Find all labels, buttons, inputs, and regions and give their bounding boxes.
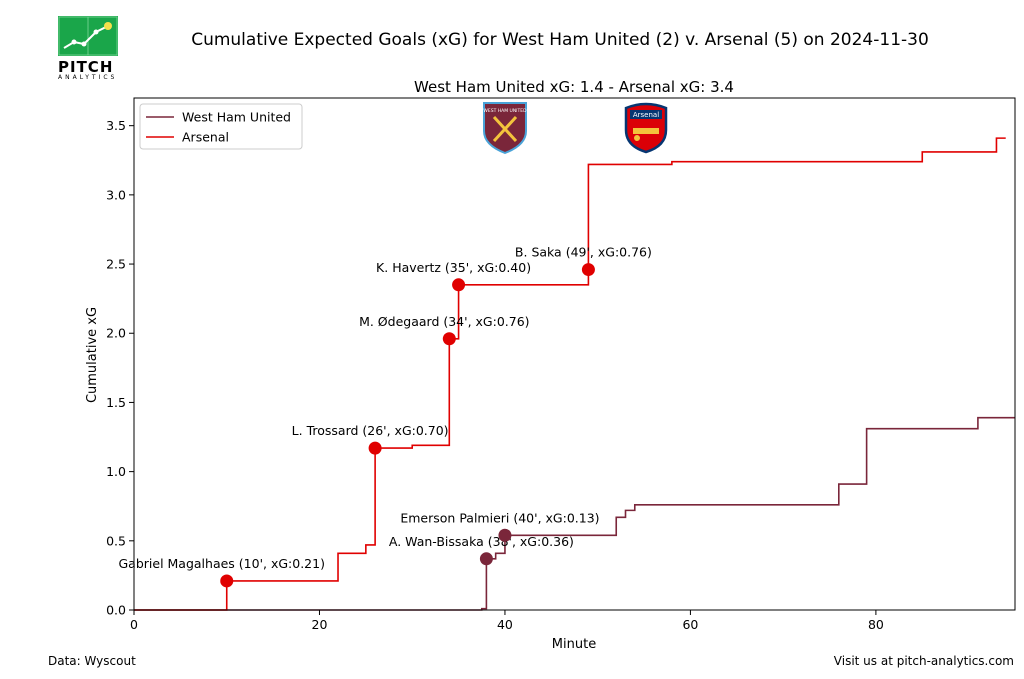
goal-label-1-1: L. Trossard (26', xG:0.70): [292, 423, 449, 438]
arsenal-badge-icon: Arsenal: [624, 102, 668, 154]
y-tick-label-5: 2.5: [106, 257, 126, 272]
goal-label-1-4: B. Saka (49', xG:0.76): [515, 245, 652, 260]
goal-marker-1-0: [220, 574, 234, 588]
logo-word: PITCH: [58, 58, 114, 76]
y-tick-label-2: 1.0: [106, 464, 126, 479]
goal-marker-0-1: [498, 528, 512, 542]
x-axis-label: Minute: [552, 637, 596, 652]
series-line-0: [134, 416, 1015, 611]
goal-marker-1-3: [452, 278, 466, 292]
chart-subtitle: West Ham United xG: 1.4 - Arsenal xG: 3.…: [414, 78, 734, 96]
y-tick-label-3: 1.5: [106, 395, 126, 410]
website-link[interactable]: Visit us at pitch-analytics.com: [833, 654, 1014, 668]
goal-label-1-0: Gabriel Magalhaes (10', xG:0.21): [118, 556, 324, 571]
legend-label-0: West Ham United: [182, 110, 291, 125]
goal-marker-0-0: [479, 552, 493, 566]
x-tick-label-2: 40: [497, 617, 513, 632]
goal-label-0-0: A. Wan-Bissaka (38', xG:0.36): [389, 534, 574, 549]
y-tick-label-6: 3.0: [106, 187, 126, 202]
x-tick-label-0: 0: [130, 617, 138, 632]
pitch-analytics-logo: PITCH ANALYTICS: [58, 16, 120, 81]
pitch-logo-icon: [58, 16, 118, 56]
goal-label-1-3: K. Havertz (35', xG:0.40): [376, 260, 531, 275]
data-source: Data: Wyscout: [48, 654, 136, 668]
goal-label-0-1: Emerson Palmieri (40', xG:0.13): [400, 510, 599, 525]
goal-marker-1-1: [368, 441, 382, 455]
goal-marker-1-4: [581, 263, 595, 277]
x-tick-label-1: 20: [312, 617, 328, 632]
west-ham-badge-icon: WEST HAM UNITED: [483, 102, 527, 155]
plot-frame: [133, 97, 1016, 611]
x-tick-label-3: 60: [682, 617, 698, 632]
arsenal-badge-text: Arsenal: [633, 111, 659, 119]
page-title: Cumulative Expected Goals (xG) for West …: [191, 30, 929, 50]
y-tick-label-4: 2.0: [106, 326, 126, 341]
logo-subtitle: ANALYTICS: [58, 74, 118, 81]
legend-box: [139, 103, 303, 150]
goal-label-1-2: M. Ødegaard (34', xG:0.76): [359, 314, 529, 329]
x-tick-label-4: 80: [868, 617, 884, 632]
y-tick-label-1: 0.5: [106, 533, 126, 548]
west-ham-badge-text: WEST HAM UNITED: [483, 108, 527, 114]
y-tick-label-0: 0.0: [106, 603, 126, 618]
legend-label-1: Arsenal: [182, 130, 229, 145]
goal-marker-1-2: [442, 332, 456, 346]
y-axis-label: Cumulative xG: [85, 307, 100, 403]
y-tick-label-7: 3.5: [106, 118, 126, 133]
